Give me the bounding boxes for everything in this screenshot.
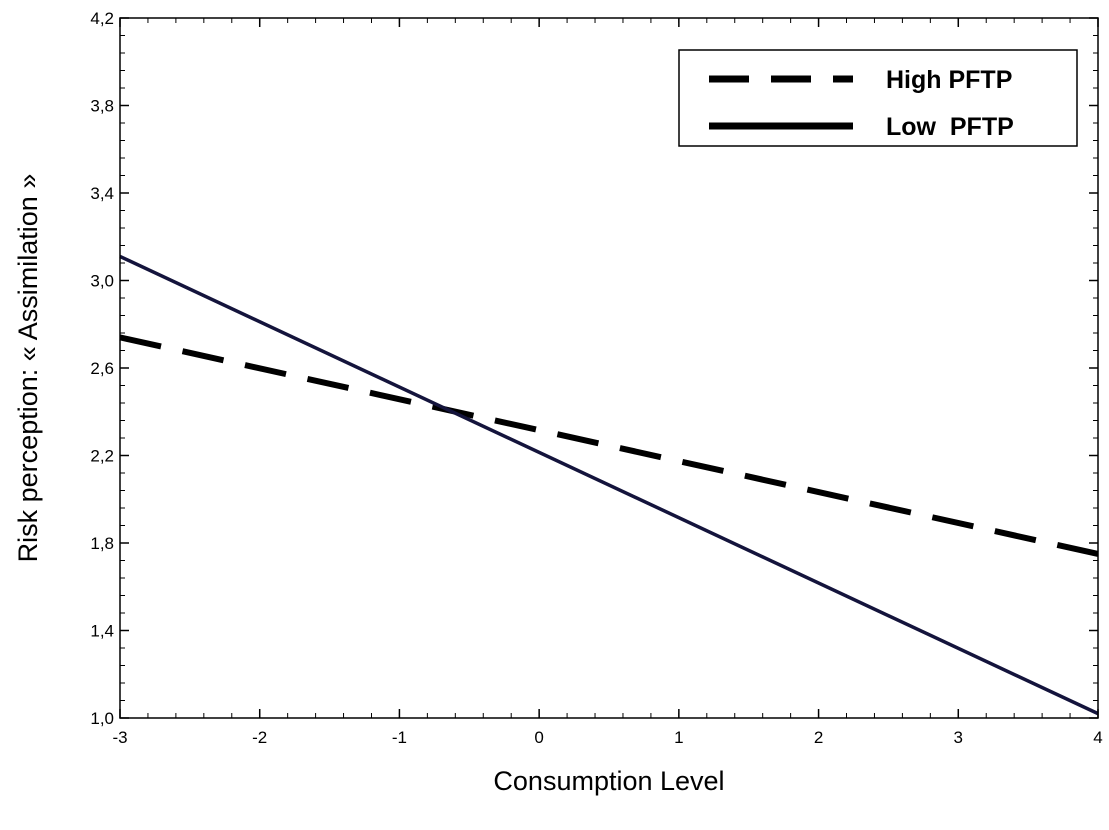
y-tick-label: 1,0 bbox=[90, 709, 114, 728]
y-tick-label: 2,2 bbox=[90, 447, 114, 466]
series-line-low-pftp bbox=[119, 254, 1099, 716]
x-tick-label: -3 bbox=[112, 728, 127, 747]
x-tick-label: 1 bbox=[674, 728, 683, 747]
tick-labels: -3 -2 -1 0 1 2 3 4 1,0 1,4 1,8 2,2 2,6 3,0 3,4 3,8 4,2 bbox=[90, 9, 1102, 747]
y-tick-label: 3,4 bbox=[90, 184, 114, 203]
legend-label-high-pftp: High PFTP bbox=[886, 66, 1012, 94]
y-axis-title: Risk perception: « Assimilation » bbox=[13, 174, 43, 563]
y-tick-label: 1,4 bbox=[90, 622, 114, 641]
x-tick-label: 0 bbox=[534, 728, 543, 747]
legend-box bbox=[678, 49, 1078, 147]
x-tick-label: 4 bbox=[1093, 728, 1102, 747]
x-tick-label: 2 bbox=[814, 728, 823, 747]
legend: High PFTP Low PFTP bbox=[678, 49, 1078, 147]
plot-frame bbox=[119, 17, 1099, 719]
y-tick-label: 4,2 bbox=[90, 9, 114, 28]
x-axis-title: Consumption Level bbox=[493, 766, 724, 796]
series-line-high-pftp bbox=[119, 334, 1099, 557]
y-tick-label: 2,6 bbox=[90, 359, 114, 378]
x-tick-label: -2 bbox=[252, 728, 267, 747]
legend-label-low-pftp: Low PFTP bbox=[886, 113, 1014, 141]
series-layer bbox=[119, 254, 1099, 716]
x-tick-label: -1 bbox=[392, 728, 407, 747]
y-tick-label: 1,8 bbox=[90, 534, 114, 553]
y-tick-label: 3,8 bbox=[90, 97, 114, 116]
x-tick-label: 3 bbox=[954, 728, 963, 747]
y-tick-label: 3,0 bbox=[90, 272, 114, 291]
